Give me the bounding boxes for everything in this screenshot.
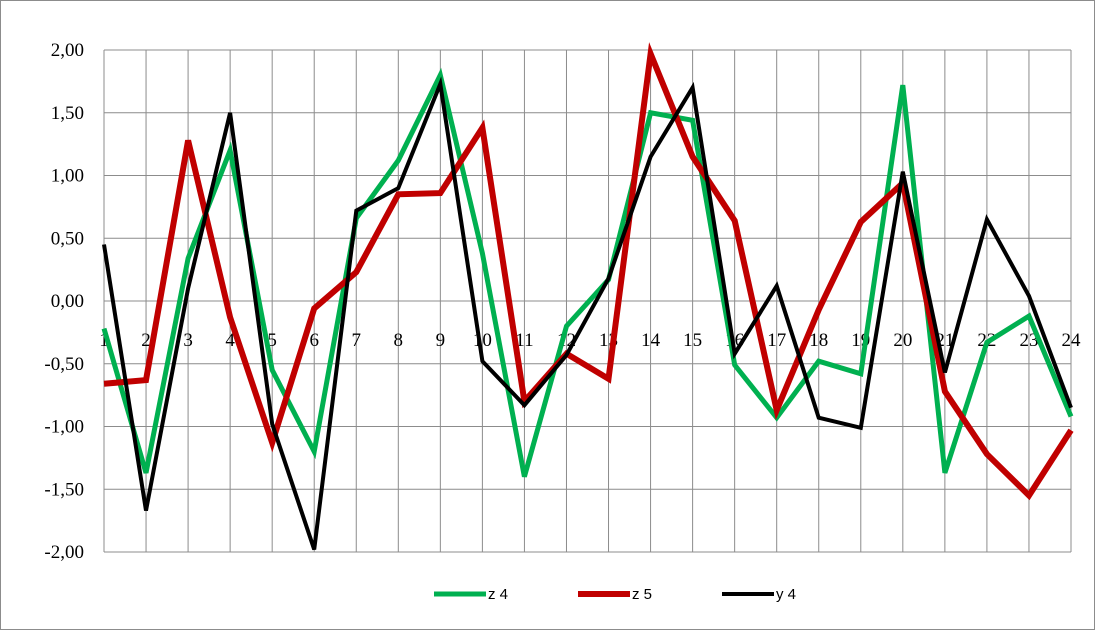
x-tick-label: 17 [767,330,786,351]
x-tick-label: 23 [1019,330,1038,351]
x-tick-label: 14 [641,330,661,351]
y-tick-label: 1,00 [51,166,84,187]
legend-label: y 4 [776,586,796,603]
x-tick-label: 24 [1062,330,1082,351]
y-tick-label: 2,00 [51,40,84,61]
gridlines [103,49,1072,553]
legend-label: z 4 [488,586,508,603]
x-tick-label: 5 [267,330,277,351]
x-tick-label: 6 [309,330,319,351]
series-line-z4 [101,67,1074,478]
y-tick-label: -0,50 [44,354,84,375]
y-tick-label: 1,50 [51,103,84,124]
y-tick-label: 0,00 [51,291,84,312]
x-tick-label: 9 [436,330,446,351]
series-line-y4 [102,76,1073,551]
x-tick-label: 4 [225,330,235,351]
y-tick-label: -2,00 [44,542,84,563]
x-tick-label: 18 [809,330,828,351]
series-line-z5 [103,42,1074,501]
y-tick-label: 0,50 [51,228,84,249]
x-tick-label: 11 [515,330,533,351]
y-tick-label: -1,00 [44,417,84,438]
x-tick-label: 3 [183,330,193,351]
x-tick-label: 15 [683,330,702,351]
legend: z 4 z 5 y 4 [434,586,796,603]
series-lines [101,42,1074,551]
x-tick-label: 7 [352,330,362,351]
x-tick-label: 20 [893,330,912,351]
x-tick-label: 8 [394,330,404,351]
x-tick-label: 1 [99,330,109,351]
x-tick-label: 2 [141,330,151,351]
y-tick-label: -1,50 [44,479,84,500]
legend-label: z 5 [632,586,652,603]
y-axis-labels: -2,00 -1,50 -1,00 -0,50 0,00 0,50 1,00 1,50 2,00 [44,40,84,563]
